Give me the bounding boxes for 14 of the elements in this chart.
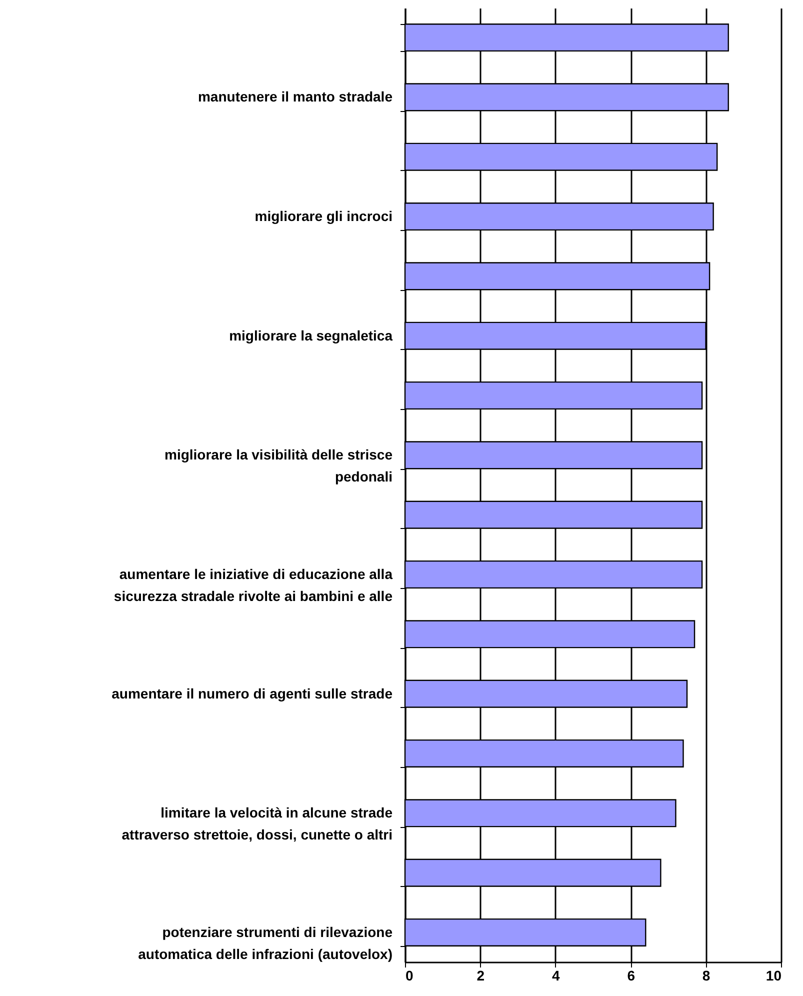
y-tick-label: aumentare il numero di agenti sulle strade xyxy=(112,685,393,702)
x-tick-label: 0 xyxy=(406,968,414,984)
y-tick-label: limitare la velocità in alcune strade attraverso strettoie, dossi, cunette o altri xyxy=(122,804,393,843)
y-tick-label: migliorare gli incroci xyxy=(254,208,392,224)
y-tick-label: migliorare la segnaletica xyxy=(229,327,393,344)
x-tick-label: 6 xyxy=(627,968,636,984)
x-tick-label: 4 xyxy=(552,968,560,984)
y-tick-label: potenziare strumenti di rilevazione automatica delle infrazioni (autovelox) xyxy=(138,924,393,962)
x-tick-label: 10 xyxy=(766,968,782,984)
y-tick-label: migliorare la visibilità delle strisce pedonali xyxy=(164,446,393,485)
x-tick-label: 8 xyxy=(702,968,710,984)
x-tick-label: 2 xyxy=(476,968,485,984)
y-tick-label: manutenere il manto stradale xyxy=(198,88,393,105)
y-tick-label: aumentare le iniziative di educazione alla sicurezza stradale rivolte ai bambini e alle xyxy=(114,566,393,604)
